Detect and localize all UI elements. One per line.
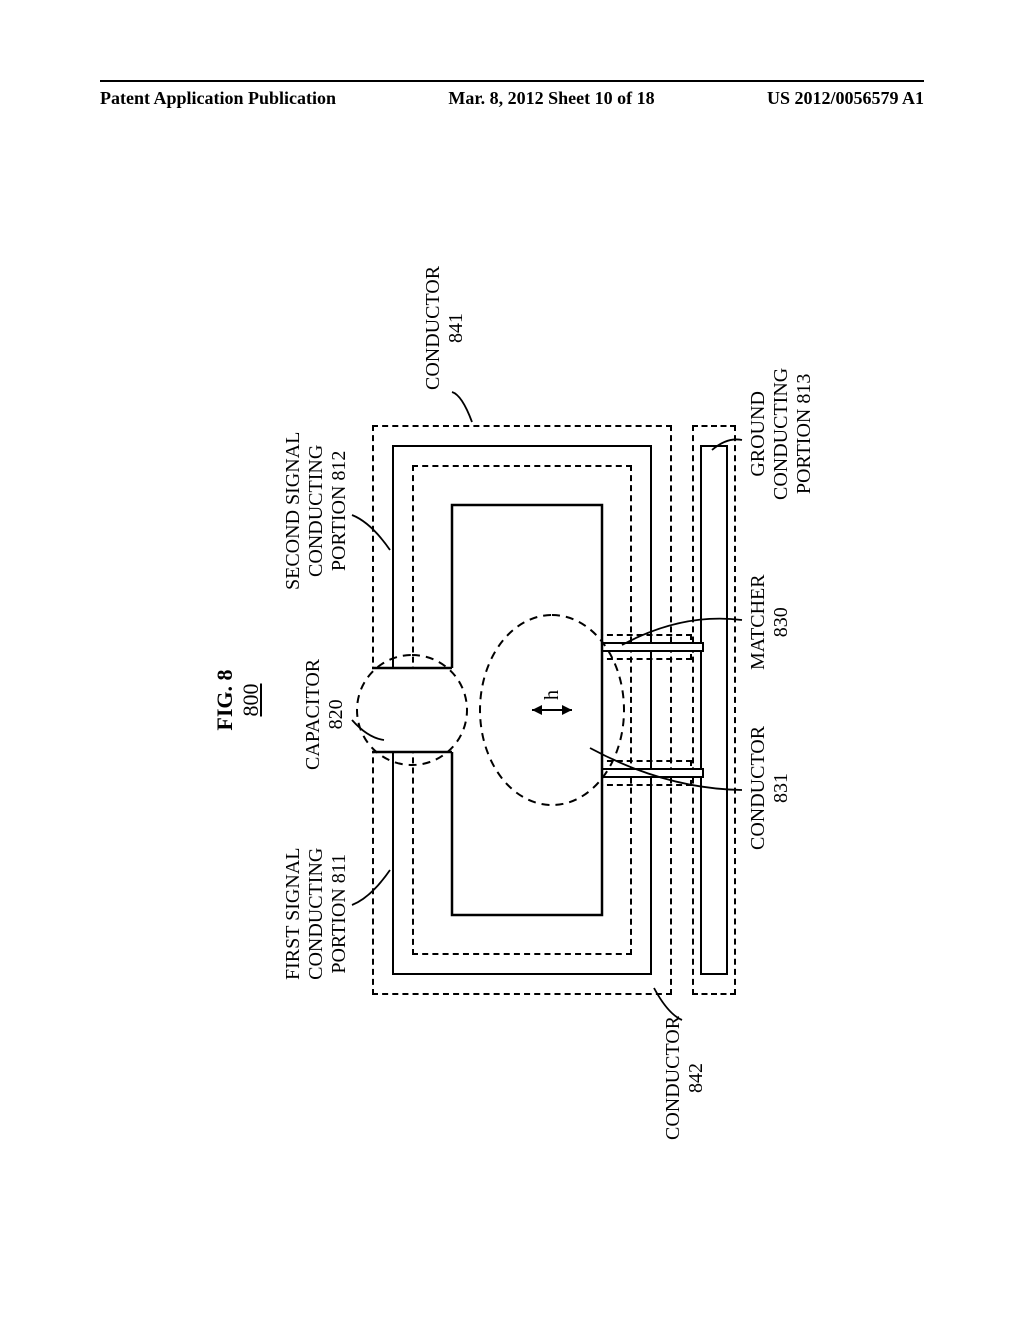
leader-first-signal: [352, 870, 390, 905]
leader-conductor-841: [452, 392, 472, 422]
header-right: US 2012/0056579 A1: [767, 88, 924, 109]
leader-matcher: [622, 619, 742, 645]
inner-hole: [452, 505, 602, 915]
page-header: Patent Application Publication Mar. 8, 2…: [0, 80, 1024, 113]
leader-conductor-831: [590, 748, 742, 790]
header-left: Patent Application Publication: [100, 88, 336, 109]
header-center: Mar. 8, 2012 Sheet 10 of 18: [448, 88, 654, 109]
leader-ground: [712, 439, 742, 450]
figure-8: FIG. 8 800 FIRST SIGNALCONDUCTINGPORTION…: [202, 250, 822, 1150]
header-rule: [100, 80, 924, 82]
figure-rotated-container: FIG. 8 800 FIRST SIGNALCONDUCTINGPORTION…: [202, 250, 822, 1150]
h-label: h: [541, 690, 563, 700]
leader-conductor-842: [654, 988, 682, 1020]
overlay-svg: h: [202, 250, 822, 1150]
leader-second-signal: [352, 515, 390, 550]
header-row: Patent Application Publication Mar. 8, 2…: [100, 88, 924, 113]
